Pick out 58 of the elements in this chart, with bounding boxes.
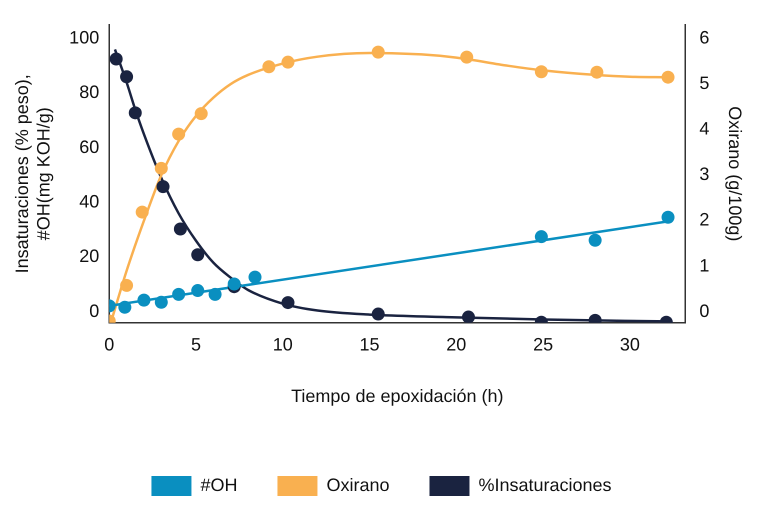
point <box>372 308 385 321</box>
legend-label: #OH <box>200 474 238 495</box>
y-tick-label: 60 <box>79 136 100 157</box>
y-tick-label: 80 <box>79 82 100 102</box>
point <box>172 288 186 301</box>
point <box>191 248 204 262</box>
y2-tick-label: 5 <box>699 73 710 94</box>
point <box>281 56 294 69</box>
point <box>590 66 604 79</box>
y-tick-label: 100 <box>69 27 100 48</box>
point <box>662 70 675 84</box>
y2-tick-label: 2 <box>699 210 710 230</box>
point <box>154 296 168 309</box>
y2-tick-label: 3 <box>699 164 710 184</box>
point <box>208 288 222 301</box>
x-tick-label: 20 <box>446 334 466 355</box>
point <box>372 46 385 59</box>
y2-axis-title: Oxirano (g/100g) <box>725 106 746 242</box>
point <box>281 296 294 310</box>
y-tick-label: 40 <box>79 191 100 212</box>
y2-tick-label: 0 <box>699 300 710 321</box>
point <box>460 50 474 64</box>
point <box>248 270 262 284</box>
point <box>136 206 149 219</box>
point <box>462 310 475 323</box>
point <box>174 222 187 236</box>
point <box>588 234 602 247</box>
y-tick-label: 20 <box>79 246 100 266</box>
point <box>118 300 132 314</box>
x-tick-label: 10 <box>272 334 293 355</box>
point <box>120 278 134 292</box>
x-tick-label: 15 <box>360 334 380 355</box>
point <box>534 230 548 244</box>
point <box>534 65 548 78</box>
legend-label: Oxirano <box>326 474 390 495</box>
legend-label: %Insaturaciones <box>478 474 612 495</box>
y-axis-title: Insaturaciones (% peso), #OH(mg KOH/g) <box>12 74 54 274</box>
point <box>120 70 134 84</box>
point <box>156 180 170 194</box>
point <box>262 60 276 74</box>
x-tick-label: 25 <box>533 334 554 355</box>
y2-tick-label: 1 <box>699 255 710 276</box>
x-tick-label: 5 <box>190 334 202 355</box>
x-tick-label: 0 <box>104 334 114 355</box>
point <box>154 162 168 175</box>
x-tick-label: 30 <box>620 334 640 355</box>
y-tick-label: 0 <box>89 300 100 321</box>
point <box>228 277 241 290</box>
point <box>137 294 150 307</box>
y2-tick-label: 4 <box>699 118 710 139</box>
point <box>128 106 142 120</box>
x-axis-title: Tiempo de epoxidación (h) <box>291 386 504 406</box>
point <box>191 284 204 298</box>
point <box>172 128 186 141</box>
point <box>194 107 208 120</box>
point <box>110 52 123 66</box>
point <box>662 210 675 224</box>
y2-tick-label: 6 <box>699 27 710 48</box>
